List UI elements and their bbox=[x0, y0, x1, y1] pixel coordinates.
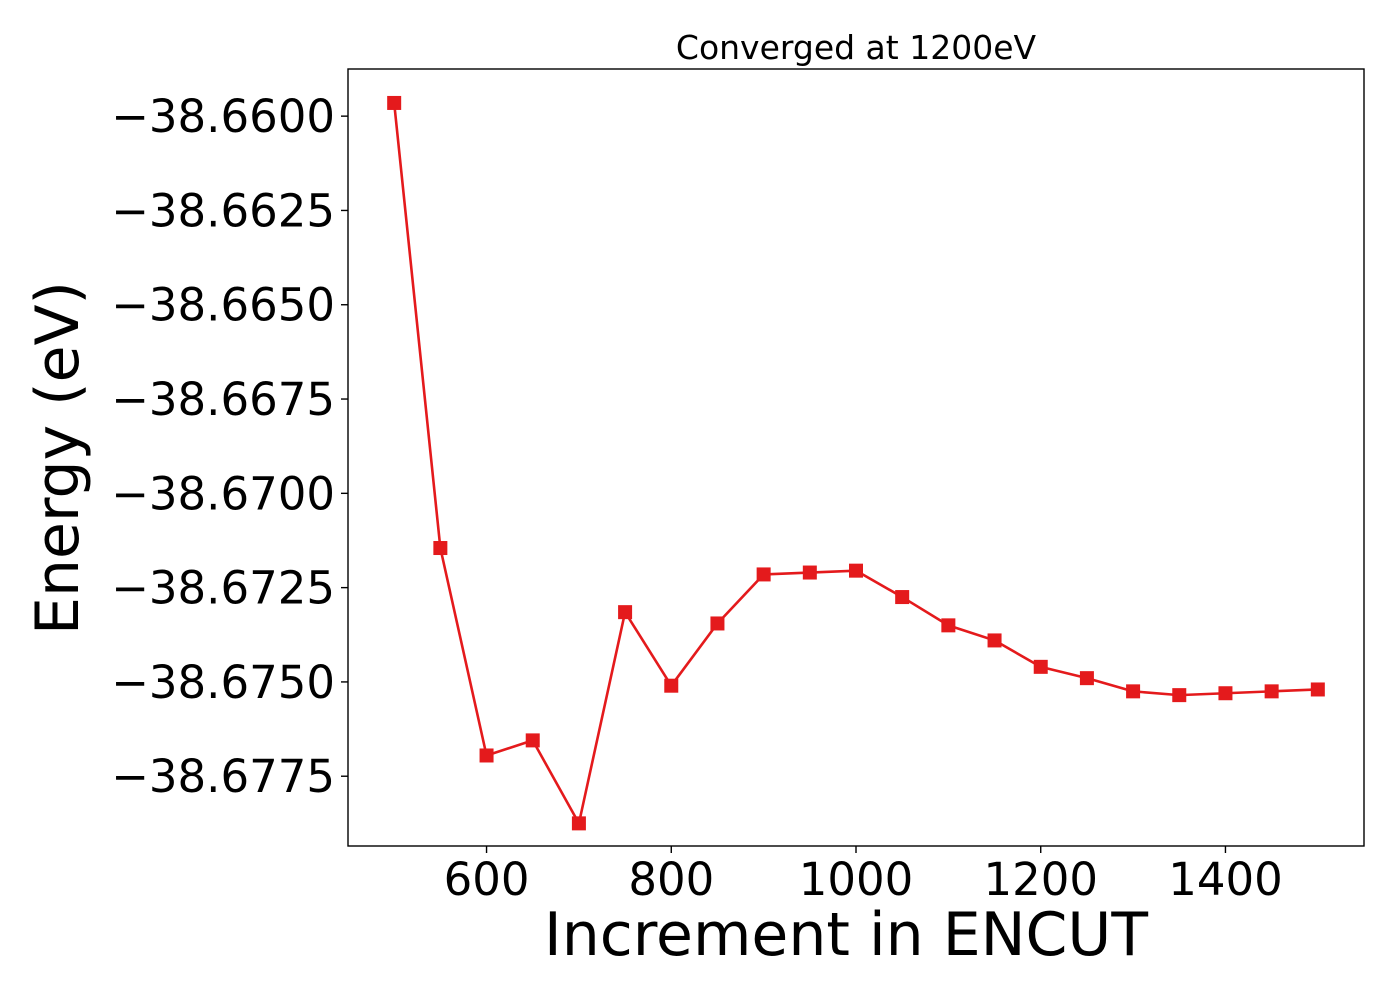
y-axis-title: Energy (eV) bbox=[23, 281, 93, 635]
data-point bbox=[941, 618, 956, 633]
y-tick-label: −38.6625 bbox=[111, 184, 335, 237]
x-axis-ticks: 600 800 1000 1200 1400 bbox=[444, 846, 1283, 906]
data-point bbox=[1264, 684, 1279, 699]
data-point bbox=[479, 748, 494, 763]
x-tick-label: 1000 bbox=[799, 853, 914, 906]
x-tick-label: 800 bbox=[628, 853, 714, 906]
data-point bbox=[1033, 659, 1048, 674]
data-point bbox=[1126, 684, 1141, 699]
plot-area bbox=[347, 68, 1365, 847]
y-tick-label: −38.6600 bbox=[111, 90, 335, 143]
x-tick-label: 1400 bbox=[1168, 853, 1283, 906]
x-tick-label: 1200 bbox=[983, 853, 1098, 906]
data-point bbox=[618, 605, 633, 620]
x-axis-title: Increment in ENCUT bbox=[544, 900, 1148, 970]
data-point bbox=[1079, 671, 1094, 686]
data-point bbox=[1172, 688, 1187, 703]
y-axis-ticks: −38.6600 −38.6625 −38.6650 −38.6675 −38.6700… bbox=[111, 90, 348, 803]
y-tick-label: −38.6700 bbox=[111, 467, 335, 520]
data-point bbox=[664, 678, 679, 693]
data-point bbox=[1218, 686, 1233, 701]
data-point bbox=[1310, 682, 1325, 697]
data-point bbox=[571, 816, 586, 831]
y-tick-label: −38.6775 bbox=[111, 750, 335, 803]
y-tick-label: −38.6750 bbox=[111, 656, 335, 709]
data-point bbox=[433, 541, 448, 556]
x-tick-label: 600 bbox=[444, 853, 530, 906]
chart-title: Converged at 1200eV bbox=[676, 28, 1037, 67]
data-point bbox=[849, 563, 863, 578]
series-layer bbox=[387, 95, 1325, 831]
y-tick-label: −38.6725 bbox=[111, 562, 335, 615]
data-point bbox=[987, 633, 1002, 648]
y-tick-label: −38.6650 bbox=[111, 279, 335, 332]
y-tick-label: −38.6675 bbox=[111, 373, 335, 426]
data-point bbox=[802, 565, 817, 580]
data-point bbox=[756, 567, 771, 582]
data-point bbox=[710, 616, 725, 631]
data-point bbox=[525, 733, 540, 748]
data-point bbox=[895, 590, 910, 605]
data-point bbox=[387, 95, 402, 110]
